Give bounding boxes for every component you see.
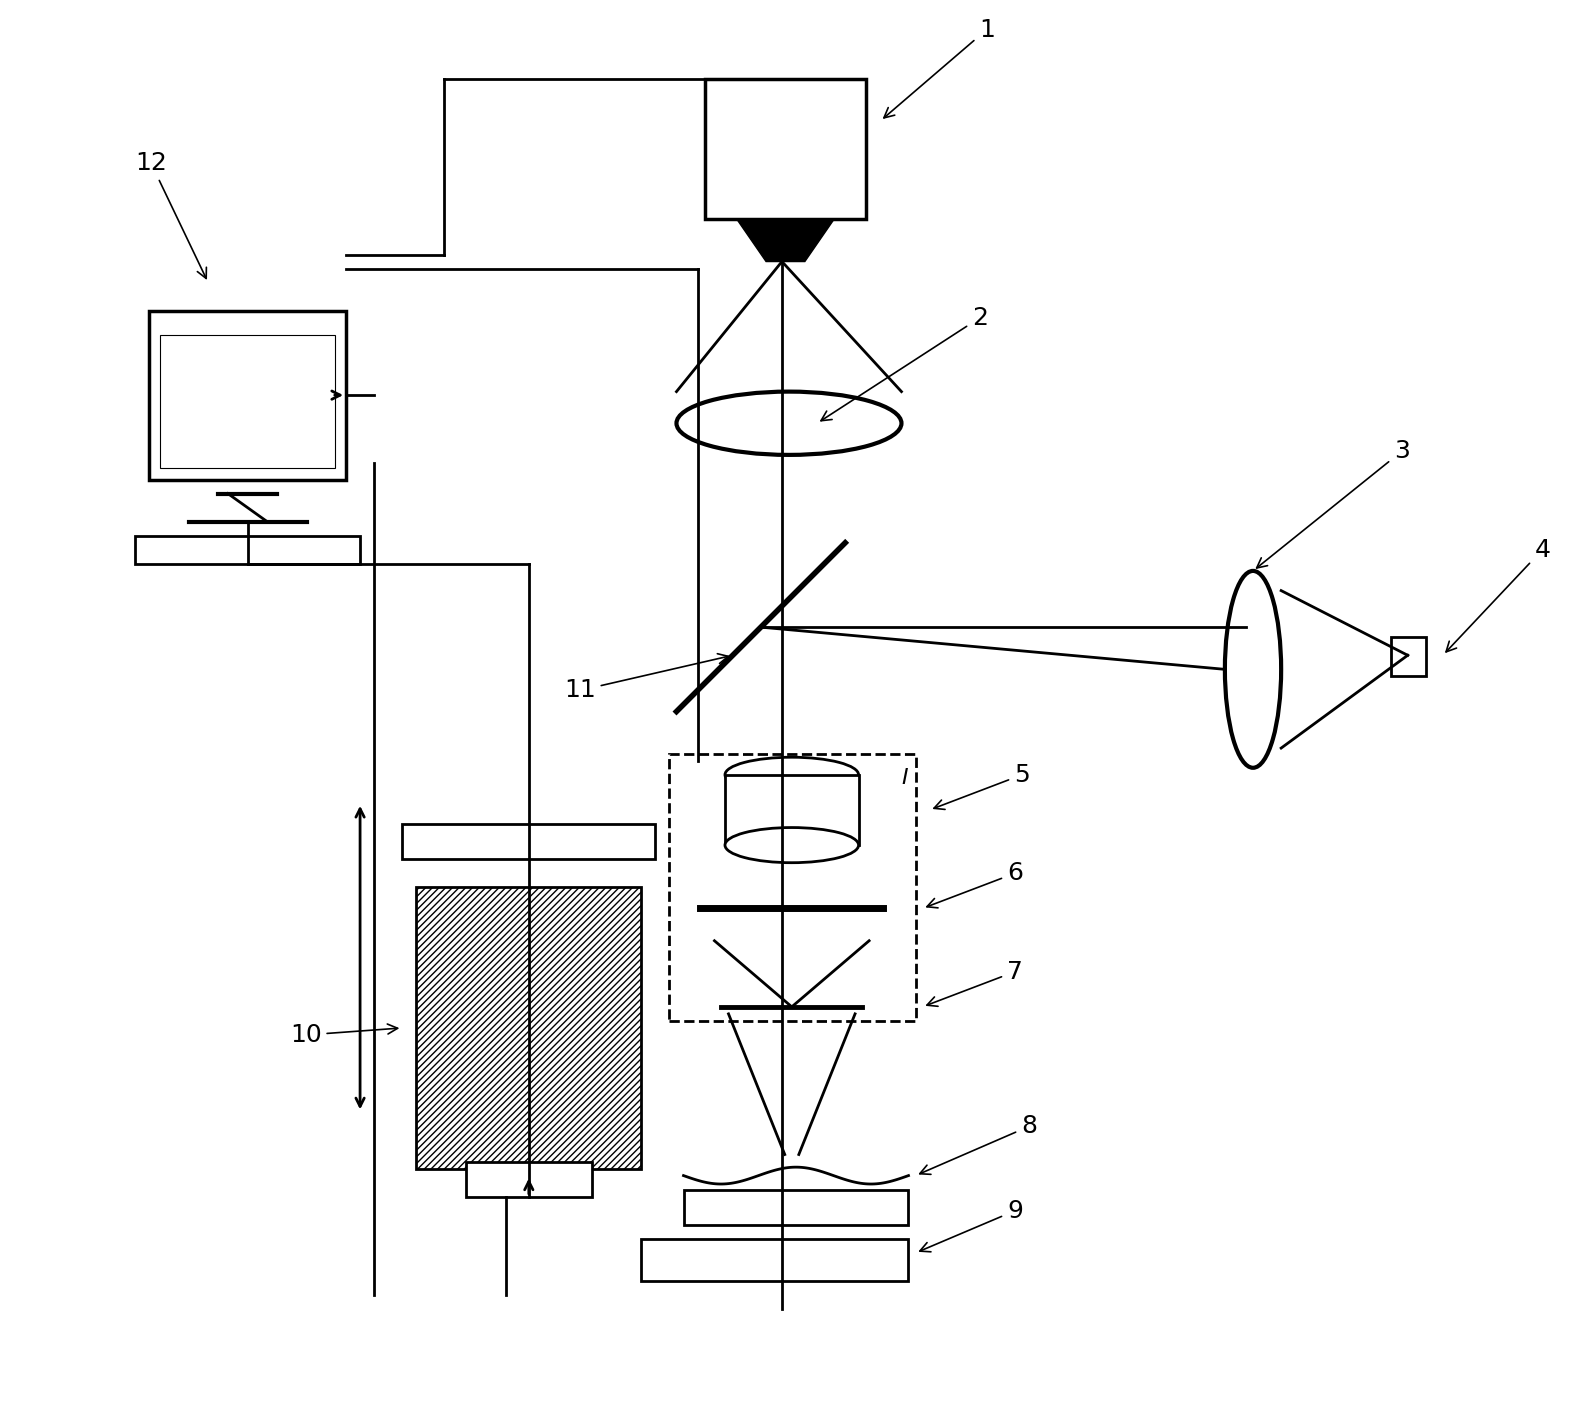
Text: 12: 12 <box>135 151 207 279</box>
Text: 6: 6 <box>927 861 1024 907</box>
Bar <box>403 824 656 859</box>
Bar <box>150 311 345 479</box>
Bar <box>417 888 642 1168</box>
Text: 9: 9 <box>920 1199 1022 1251</box>
Ellipse shape <box>1224 571 1282 768</box>
Text: 10: 10 <box>290 1023 398 1047</box>
Text: 4: 4 <box>1446 538 1551 652</box>
Bar <box>683 1189 909 1224</box>
Bar <box>135 535 360 564</box>
Text: 3: 3 <box>1256 440 1409 568</box>
Text: 1: 1 <box>884 17 995 118</box>
Bar <box>705 79 866 220</box>
Bar <box>670 754 915 1022</box>
Text: I: I <box>901 768 907 788</box>
Text: 11: 11 <box>564 654 728 703</box>
Bar <box>465 1161 592 1196</box>
Text: 2: 2 <box>821 306 987 421</box>
Bar <box>1391 637 1426 676</box>
Ellipse shape <box>724 827 858 862</box>
Ellipse shape <box>677 392 901 455</box>
Text: 7: 7 <box>927 960 1022 1006</box>
Polygon shape <box>737 220 834 262</box>
Bar <box>161 335 334 468</box>
Text: 8: 8 <box>920 1115 1036 1174</box>
Ellipse shape <box>724 757 858 792</box>
Text: 5: 5 <box>935 762 1030 809</box>
Bar <box>724 775 858 845</box>
Bar <box>642 1239 909 1281</box>
